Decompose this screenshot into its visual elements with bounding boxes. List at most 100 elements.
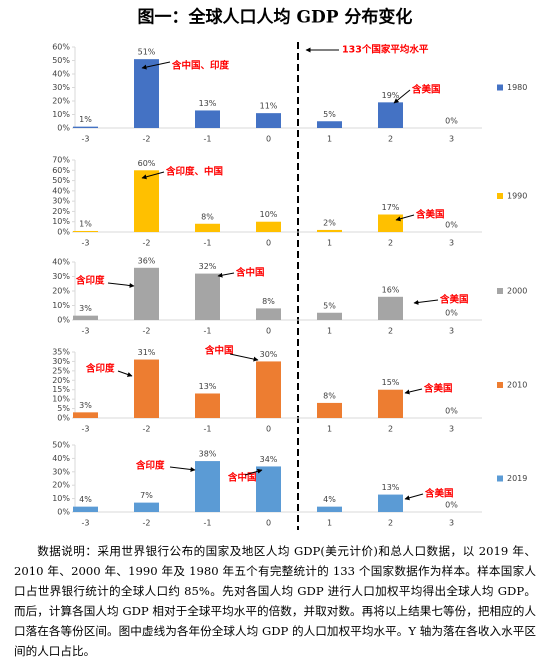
bar — [195, 223, 220, 232]
annotation: 含美国 — [411, 84, 441, 96]
value-label: 19% — [382, 91, 400, 100]
x-tick-label: 0 — [266, 519, 271, 528]
y-tick-label: 35% — [52, 348, 70, 357]
bar — [317, 506, 342, 512]
y-tick-label: 30% — [52, 357, 70, 366]
arrow — [395, 214, 415, 222]
value-label: 0% — [445, 117, 458, 126]
annotation: 含印度 — [85, 363, 115, 375]
bar — [317, 312, 342, 320]
legend-swatch — [497, 84, 503, 91]
y-tick-label: 10% — [52, 301, 70, 310]
y-tick-label: 40% — [52, 454, 70, 463]
bar — [134, 59, 159, 128]
bar — [256, 113, 281, 128]
y-tick-label: 50% — [52, 176, 70, 185]
y-tick-label: 40% — [52, 70, 70, 79]
x-tick-label: 2 — [388, 327, 393, 336]
value-label: 13% — [382, 483, 400, 492]
bar — [195, 110, 220, 128]
bar — [73, 412, 98, 418]
y-tick-label: 15% — [52, 385, 70, 394]
y-tick-label: 0% — [57, 228, 70, 237]
bar — [195, 393, 220, 418]
annotation: 含美国 — [439, 294, 469, 306]
arrow — [393, 89, 411, 104]
x-tick-label: 3 — [449, 425, 454, 434]
chart-title: 图一：全球人口人均 GDP 分布变化 — [138, 7, 413, 28]
bar — [73, 230, 98, 232]
x-tick-label: -2 — [143, 519, 151, 528]
value-label: 36% — [138, 256, 156, 265]
bar — [317, 229, 342, 232]
y-tick-label: 30% — [52, 272, 70, 281]
value-label: 1% — [79, 219, 92, 228]
y-tick-label: 20% — [52, 481, 70, 490]
y-tick-label: 0% — [57, 414, 70, 423]
y-tick-label: 70% — [52, 156, 70, 165]
value-label: 8% — [262, 297, 275, 306]
x-tick-label: -1 — [204, 519, 212, 528]
legend-label: 1990 — [507, 192, 527, 201]
x-tick-label: 3 — [449, 135, 454, 144]
chart: 图一：全球人口人均 GDP 分布变化 133个国家平均水平 0%10%20%30… — [52, 7, 527, 530]
value-label: 5% — [323, 110, 336, 119]
annotation: 含美国 — [415, 209, 445, 221]
bar — [134, 502, 159, 512]
annotation: 含印度 — [75, 275, 105, 287]
annotation: 含中国 — [235, 267, 265, 279]
value-label: 8% — [323, 391, 336, 400]
x-tick-label: -1 — [204, 135, 212, 144]
annotation: 含中国 — [204, 345, 234, 357]
legend-swatch — [497, 288, 503, 294]
legend-label: 2000 — [507, 287, 527, 296]
x-tick-label: -3 — [82, 239, 90, 248]
bar — [195, 461, 220, 512]
arrow — [169, 466, 196, 472]
value-label: 16% — [382, 285, 400, 294]
y-tick-label: 40% — [52, 258, 70, 267]
x-tick-label: -2 — [143, 135, 151, 144]
bar — [256, 361, 281, 418]
x-tick-label: 1 — [327, 425, 332, 434]
legend-swatch — [497, 475, 503, 482]
value-label: 13% — [199, 382, 217, 391]
y-tick-label: 5% — [57, 404, 70, 413]
y-tick-label: 30% — [52, 467, 70, 476]
y-tick-label: 20% — [52, 376, 70, 385]
value-label: 3% — [79, 401, 92, 410]
x-tick-label: 3 — [449, 327, 454, 336]
arrow — [244, 468, 263, 476]
arrow — [404, 388, 423, 395]
legend-swatch — [497, 382, 503, 388]
value-label: 11% — [260, 102, 278, 111]
legend-label: 2010 — [507, 381, 527, 390]
bar — [134, 359, 159, 418]
arrow — [117, 370, 133, 377]
arrow — [141, 61, 171, 70]
arrow — [229, 353, 259, 362]
arrow — [107, 282, 135, 288]
y-tick-label: 50% — [52, 441, 70, 450]
annotation: 含美国 — [424, 488, 454, 500]
value-label: 30% — [260, 350, 278, 359]
bar — [378, 214, 403, 232]
x-tick-label: -1 — [204, 239, 212, 248]
bar — [256, 466, 281, 512]
x-tick-label: -1 — [204, 327, 212, 336]
x-tick-label: 0 — [266, 327, 271, 336]
bar — [73, 506, 98, 512]
x-tick-label: 2 — [388, 425, 393, 434]
y-tick-label: 60% — [52, 166, 70, 175]
y-tick-label: 0% — [57, 124, 70, 133]
value-label: 0% — [445, 309, 458, 318]
y-tick-label: 0% — [57, 508, 70, 517]
value-label: 7% — [140, 491, 153, 500]
arrow — [217, 272, 235, 278]
legend-label: 1980 — [507, 83, 527, 92]
value-label: 8% — [201, 212, 214, 221]
y-tick-label: 60% — [52, 43, 70, 52]
y-tick-label: 10% — [52, 494, 70, 503]
caption: 数据说明：采用世界银行公布的国家及地区人均 GDP(美元计价)和总人口数据，以 … — [14, 544, 536, 658]
